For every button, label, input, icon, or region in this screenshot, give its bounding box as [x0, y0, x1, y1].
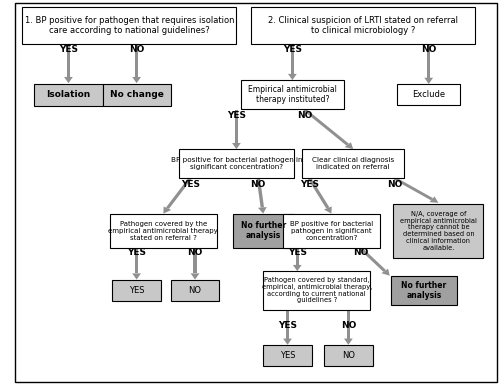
Text: YES: YES: [283, 45, 302, 54]
Polygon shape: [132, 273, 141, 280]
Polygon shape: [194, 248, 196, 273]
Polygon shape: [308, 178, 330, 209]
Polygon shape: [296, 248, 299, 265]
Text: NO: NO: [353, 248, 368, 257]
Polygon shape: [304, 109, 349, 146]
Text: No further
analysis: No further analysis: [240, 221, 286, 240]
Text: NO: NO: [297, 111, 312, 120]
Text: BP positive for bacterial
pathogen in significant
concentration?: BP positive for bacterial pathogen in si…: [290, 221, 373, 241]
FancyBboxPatch shape: [112, 280, 161, 301]
Text: NO: NO: [188, 286, 202, 295]
Text: Clear clinical diagnosis
indicated on referral: Clear clinical diagnosis indicated on re…: [312, 157, 394, 170]
Polygon shape: [132, 77, 141, 83]
Polygon shape: [258, 207, 266, 214]
FancyBboxPatch shape: [110, 214, 217, 248]
FancyBboxPatch shape: [251, 7, 475, 44]
Text: YES: YES: [127, 248, 146, 257]
FancyBboxPatch shape: [394, 204, 484, 258]
Text: Pathogen covered by the
empirical antimicrobial therapy
stated on referral ?: Pathogen covered by the empirical antimi…: [108, 221, 218, 241]
Polygon shape: [164, 206, 171, 214]
FancyBboxPatch shape: [302, 149, 404, 178]
Polygon shape: [430, 196, 438, 203]
FancyBboxPatch shape: [324, 345, 372, 366]
Polygon shape: [394, 177, 433, 200]
Text: Isolation: Isolation: [46, 90, 90, 99]
Text: 2. Clinical suspicion of LRTI stated on referral
to clinical microbiology ?: 2. Clinical suspicion of LRTI stated on …: [268, 16, 458, 35]
FancyBboxPatch shape: [282, 214, 380, 248]
Text: YES: YES: [288, 248, 307, 257]
Polygon shape: [344, 142, 353, 149]
Text: NO: NO: [387, 180, 402, 189]
FancyBboxPatch shape: [397, 84, 460, 105]
Text: N/A, coverage of
empirical antimicrobial
therapy cannot be
determined based on
c: N/A, coverage of empirical antimicrobial…: [400, 211, 477, 251]
FancyBboxPatch shape: [391, 276, 456, 305]
FancyBboxPatch shape: [179, 149, 294, 178]
FancyBboxPatch shape: [102, 84, 170, 106]
FancyBboxPatch shape: [170, 280, 220, 301]
Text: NO: NO: [129, 45, 144, 54]
Text: YES: YES: [227, 111, 246, 120]
FancyBboxPatch shape: [22, 7, 236, 44]
Polygon shape: [346, 310, 350, 338]
Bar: [290, 44, 294, 74]
Polygon shape: [256, 178, 264, 208]
Text: BP positive for bacterial pathogen in
significant concentration?: BP positive for bacterial pathogen in si…: [170, 157, 302, 170]
Text: NO: NO: [342, 351, 355, 360]
Bar: [66, 44, 70, 77]
Text: 1. BP positive for pathogen that requires isolation
care according to national g: 1. BP positive for pathogen that require…: [24, 16, 234, 35]
Text: No change: No change: [110, 90, 164, 99]
FancyBboxPatch shape: [263, 345, 312, 366]
Polygon shape: [166, 177, 192, 209]
FancyBboxPatch shape: [34, 84, 102, 106]
Text: YES: YES: [129, 286, 144, 295]
Polygon shape: [293, 265, 302, 271]
Polygon shape: [344, 338, 353, 345]
Polygon shape: [424, 78, 433, 84]
Text: No further
analysis: No further analysis: [401, 281, 446, 300]
Polygon shape: [283, 338, 292, 345]
Text: YES: YES: [300, 180, 319, 189]
Bar: [427, 44, 430, 78]
Text: NO: NO: [250, 180, 266, 189]
Polygon shape: [234, 110, 238, 143]
Text: YES: YES: [278, 321, 297, 330]
Polygon shape: [286, 310, 289, 338]
FancyBboxPatch shape: [263, 271, 370, 310]
Text: YES: YES: [180, 180, 200, 189]
Polygon shape: [135, 248, 138, 273]
Polygon shape: [288, 74, 297, 80]
Polygon shape: [232, 143, 241, 149]
Polygon shape: [382, 269, 390, 276]
Text: NO: NO: [421, 45, 436, 54]
Text: Pathogen covered by standard,
empirical, antimicrobial therapy,
according to cur: Pathogen covered by standard, empirical,…: [262, 277, 372, 303]
Bar: [135, 44, 138, 77]
Text: NO: NO: [188, 248, 202, 257]
Polygon shape: [359, 247, 386, 272]
Polygon shape: [64, 77, 73, 83]
Text: YES: YES: [280, 351, 295, 360]
Text: Exclude: Exclude: [412, 90, 446, 99]
Polygon shape: [190, 273, 200, 280]
FancyBboxPatch shape: [232, 214, 294, 248]
Text: NO: NO: [340, 321, 356, 330]
Polygon shape: [324, 206, 332, 214]
FancyBboxPatch shape: [242, 80, 344, 109]
Text: YES: YES: [59, 45, 78, 54]
Text: Empirical antimicrobial
therapy instituted?: Empirical antimicrobial therapy institut…: [248, 85, 337, 104]
